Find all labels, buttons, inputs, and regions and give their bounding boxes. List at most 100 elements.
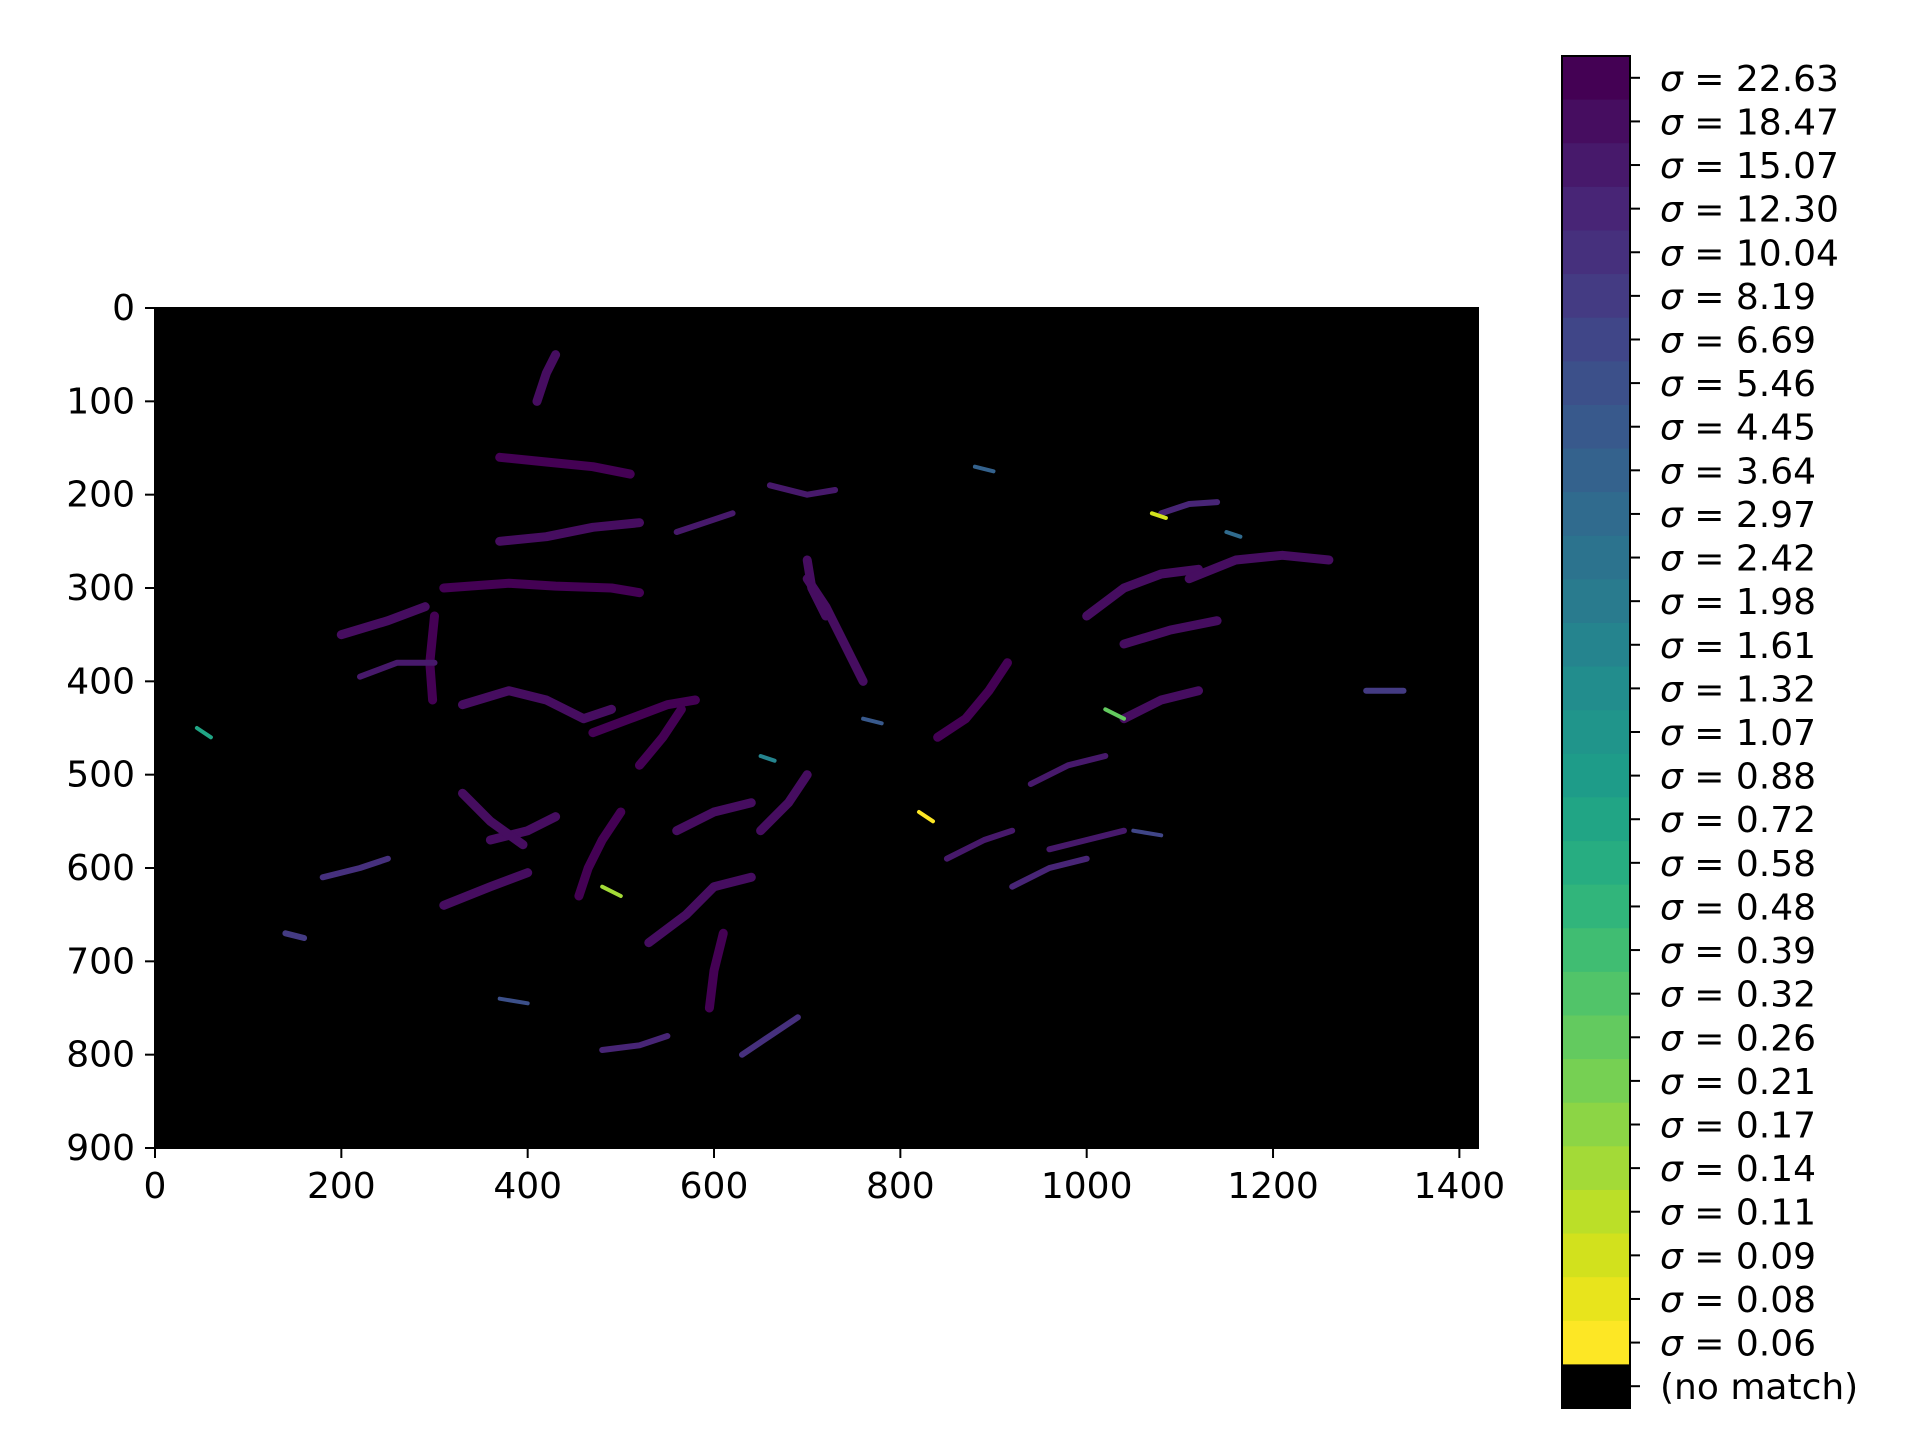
strand-42 — [758, 754, 777, 763]
strand-29 — [673, 510, 736, 535]
strand-24 — [357, 659, 438, 680]
x-tick-label-1400: 1400 — [1414, 1166, 1506, 1207]
colorbar-swatch-12 — [1562, 579, 1630, 624]
plot-frame — [154, 307, 1479, 1149]
colorbar-swatch-8 — [1562, 404, 1630, 450]
strand-6 — [704, 928, 728, 1013]
y-tick-label-400: 400 — [66, 661, 135, 702]
colorbar-label-1: σ = 18.47 — [1660, 102, 1839, 143]
colorbar-swatch-2 — [1562, 143, 1630, 188]
strand-14 — [1184, 550, 1334, 584]
strand-40 — [972, 464, 996, 474]
strand-20 — [439, 868, 533, 910]
y-tick-label-800: 800 — [66, 1035, 135, 1076]
colorbar-label-26: σ = 0.11 — [1660, 1193, 1816, 1234]
strand-31 — [599, 1033, 671, 1053]
colorbar-swatch-6 — [1562, 317, 1630, 362]
strand-33 — [739, 1014, 801, 1058]
colorbar-label-14: σ = 1.32 — [1660, 669, 1816, 710]
colorbar-label-4: σ = 10.04 — [1660, 233, 1839, 274]
colorbar-swatch-0 — [1562, 56, 1630, 101]
colorbar-label-19: σ = 0.48 — [1660, 887, 1816, 928]
y-tick-label-600: 600 — [66, 848, 135, 889]
colorbar-swatch-19 — [1562, 884, 1630, 929]
colorbar-swatch-24 — [1562, 1102, 1630, 1147]
strand-17 — [756, 770, 812, 836]
strand-41 — [1224, 530, 1243, 539]
strand-35 — [282, 930, 308, 941]
colorbar-label-11: σ = 2.42 — [1660, 539, 1816, 580]
y-tick-label-100: 100 — [66, 381, 135, 422]
strand-30 — [1158, 499, 1221, 517]
colorbar-swatch-27 — [1562, 1233, 1630, 1278]
colorbar-label-6: σ = 6.69 — [1660, 320, 1816, 361]
y-tick-label-200: 200 — [66, 475, 135, 516]
strand-8 — [458, 686, 616, 724]
colorbar-swatch-15 — [1562, 710, 1630, 755]
strand-13 — [1082, 564, 1203, 621]
colorbar-label-15: σ = 1.07 — [1660, 713, 1816, 754]
colorbar-label-no-match: (no match) — [1660, 1367, 1858, 1408]
strand-37 — [1131, 828, 1164, 838]
colorbar-swatch-25 — [1562, 1146, 1630, 1191]
strand-38 — [497, 996, 530, 1006]
strand-25 — [1027, 753, 1109, 787]
strand-19 — [485, 812, 561, 845]
colorbar-label-27: σ = 0.09 — [1660, 1236, 1816, 1277]
colorbar-label-20: σ = 0.39 — [1660, 931, 1816, 972]
colorbar: σ = 22.63σ = 18.47σ = 15.07σ = 12.30σ = … — [1561, 55, 1858, 1409]
y-tick-label-300: 300 — [66, 568, 135, 609]
strand-18 — [644, 872, 756, 948]
strand-43 — [194, 726, 213, 740]
strand-45 — [600, 884, 623, 898]
plot-area — [154, 307, 1479, 1149]
colorbar-label-0: σ = 22.63 — [1660, 59, 1839, 100]
colorbar-label-10: σ = 2.97 — [1660, 495, 1816, 536]
x-tick-label-0: 0 — [144, 1166, 167, 1207]
x-axis: 0 200 400 600 800 1000 1200 1400 — [144, 1148, 1506, 1207]
x-tick-label-1200: 1200 — [1227, 1166, 1319, 1207]
heatmap-strands — [194, 350, 1407, 1058]
strand-28 — [943, 827, 1016, 862]
colorbar-swatch-9 — [1562, 448, 1630, 493]
colorbar-label-24: σ = 0.17 — [1660, 1106, 1816, 1147]
colorbar-label-25: σ = 0.14 — [1660, 1149, 1816, 1190]
heatmap-background — [155, 308, 1478, 1148]
strand-46 — [1149, 511, 1168, 520]
strand-3 — [588, 695, 700, 738]
y-tick-label-0: 0 — [112, 288, 135, 329]
colorbar-label-7: σ = 5.46 — [1660, 364, 1816, 405]
strand-34 — [319, 855, 391, 881]
colorbar-swatch-16 — [1562, 753, 1630, 798]
x-tick-label-800: 800 — [866, 1166, 935, 1207]
colorbar-swatch-10 — [1562, 492, 1630, 537]
colorbar-swatch-14 — [1562, 666, 1630, 711]
x-tick-label-600: 600 — [680, 1166, 749, 1207]
colorbar-swatch-3 — [1562, 186, 1630, 231]
strand-47 — [917, 810, 935, 824]
colorbar-swatch-23 — [1562, 1059, 1630, 1104]
strand-2 — [495, 452, 635, 479]
colorbar-label-18: σ = 0.58 — [1660, 844, 1816, 885]
strand-16 — [1119, 686, 1203, 724]
colorbar-swatch-28 — [1562, 1277, 1630, 1322]
colorbar-label-9: σ = 3.64 — [1660, 451, 1816, 492]
x-tick-label-400: 400 — [493, 1166, 562, 1207]
strand-9 — [336, 602, 430, 640]
colorbar-swatch-4 — [1562, 230, 1630, 275]
strand-0 — [439, 578, 644, 598]
strand-26 — [1046, 827, 1127, 853]
x-tick-label-1000: 1000 — [1041, 1166, 1133, 1207]
colorbar-label-28: σ = 0.08 — [1660, 1280, 1816, 1321]
colorbar-label-16: σ = 0.88 — [1660, 757, 1816, 798]
strand-44 — [1103, 707, 1126, 721]
colorbar-swatch-1 — [1562, 99, 1630, 144]
colorbar-label-8: σ = 4.45 — [1660, 408, 1816, 449]
colorbar-swatch-5 — [1562, 274, 1630, 319]
colorbar-swatch-13 — [1562, 622, 1630, 668]
colorbar-label-2: σ = 15.07 — [1660, 146, 1839, 187]
colorbar-label-5: σ = 8.19 — [1660, 277, 1816, 318]
colorbar-swatch-20 — [1562, 928, 1630, 973]
colorbar-label-3: σ = 12.30 — [1660, 190, 1839, 231]
